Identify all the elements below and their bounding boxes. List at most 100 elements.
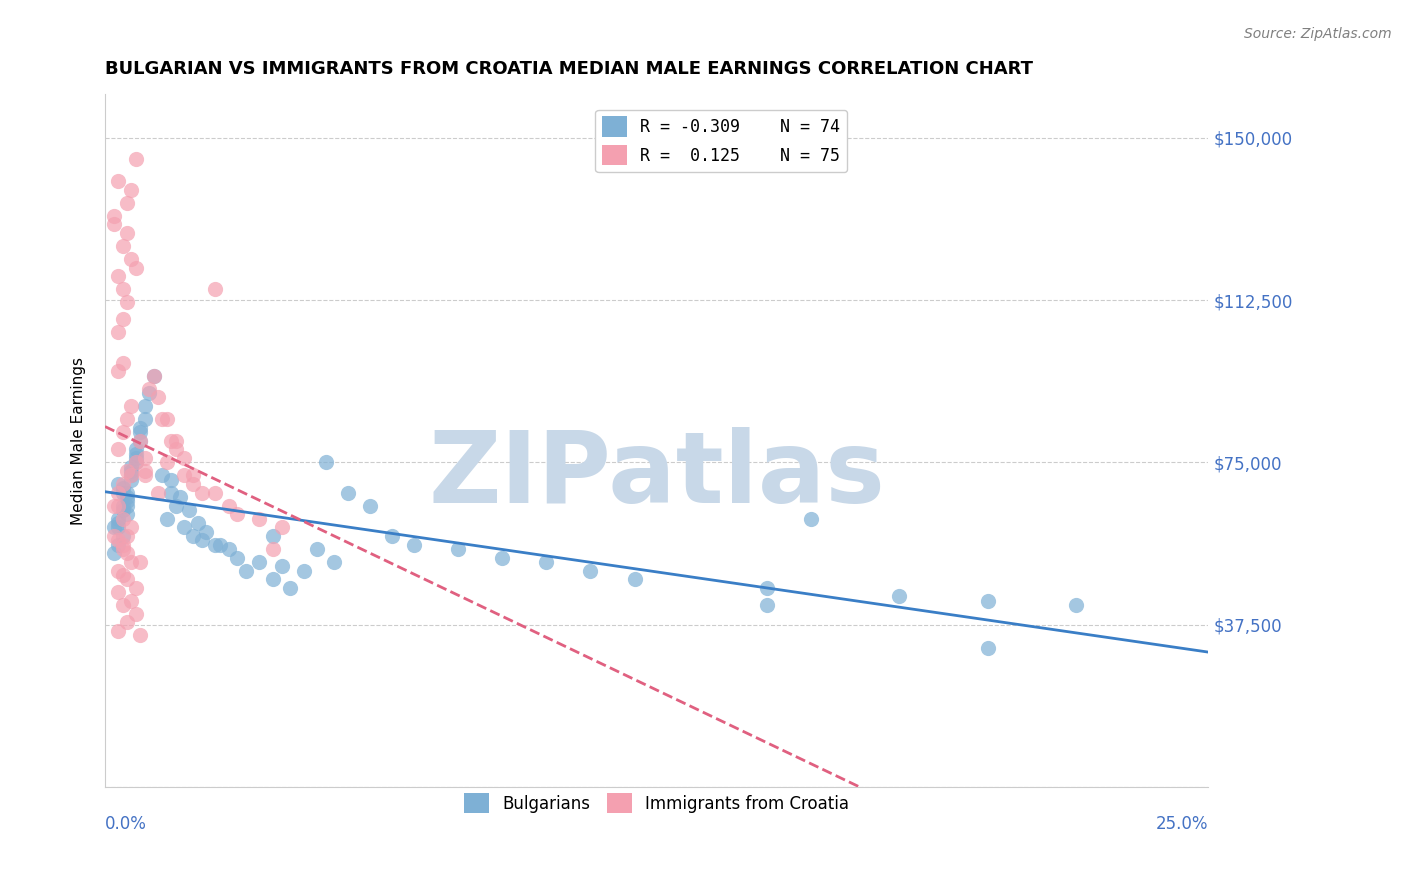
Point [107, 326, 129, 340]
Y-axis label: Median Male Earnings: Median Male Earnings [72, 357, 86, 524]
Point [218, 541, 240, 556]
Point [181, 477, 204, 491]
Point [115, 529, 138, 543]
Point [115, 546, 138, 560]
Point [134, 468, 156, 483]
Point [111, 537, 134, 551]
Point [121, 252, 143, 266]
Point [111, 481, 134, 495]
Point [323, 555, 346, 569]
Point [156, 455, 179, 469]
Point [146, 391, 169, 405]
Point [623, 572, 645, 586]
Point [115, 499, 138, 513]
Point [111, 567, 134, 582]
Point [103, 499, 125, 513]
Point [160, 485, 183, 500]
Point [129, 555, 152, 569]
Point [125, 607, 148, 621]
Point [270, 559, 292, 574]
Point [134, 464, 156, 478]
Point [315, 455, 337, 469]
Point [146, 485, 169, 500]
Text: Source: ZipAtlas.com: Source: ZipAtlas.com [1244, 27, 1392, 41]
Point [125, 455, 148, 469]
Point [800, 511, 823, 525]
Point [107, 485, 129, 500]
Point [402, 537, 425, 551]
Legend: Bulgarians, Immigrants from Croatia: Bulgarians, Immigrants from Croatia [457, 787, 856, 820]
Point [208, 537, 231, 551]
Text: 0.0%: 0.0% [105, 814, 146, 832]
Point [191, 533, 214, 548]
Point [262, 572, 284, 586]
Point [976, 594, 998, 608]
Point [173, 520, 195, 534]
Point [107, 516, 129, 530]
Point [756, 598, 779, 612]
Point [111, 239, 134, 253]
Point [103, 520, 125, 534]
Point [173, 468, 195, 483]
Point [150, 468, 173, 483]
Point [292, 564, 315, 578]
Point [107, 585, 129, 599]
Point [1064, 598, 1087, 612]
Point [107, 477, 129, 491]
Point [111, 511, 134, 525]
Point [115, 494, 138, 508]
Point [381, 529, 404, 543]
Point [111, 477, 134, 491]
Point [889, 590, 911, 604]
Point [134, 450, 156, 465]
Point [125, 447, 148, 461]
Point [107, 537, 129, 551]
Point [173, 450, 195, 465]
Point [359, 499, 381, 513]
Point [142, 368, 165, 383]
Point [129, 434, 152, 448]
Point [226, 508, 249, 522]
Point [111, 499, 134, 513]
Point [115, 615, 138, 630]
Point [111, 541, 134, 556]
Point [115, 572, 138, 586]
Point [177, 503, 200, 517]
Point [756, 581, 779, 595]
Point [115, 508, 138, 522]
Point [107, 499, 129, 513]
Point [204, 282, 226, 296]
Point [579, 564, 602, 578]
Point [218, 499, 240, 513]
Point [125, 442, 148, 457]
Point [165, 499, 187, 513]
Point [125, 153, 148, 167]
Point [107, 364, 129, 378]
Point [103, 529, 125, 543]
Point [115, 412, 138, 426]
Point [165, 442, 187, 457]
Point [111, 425, 134, 439]
Point [336, 485, 359, 500]
Point [204, 485, 226, 500]
Point [125, 581, 148, 595]
Text: 25.0%: 25.0% [1156, 814, 1208, 832]
Point [111, 598, 134, 612]
Point [121, 464, 143, 478]
Text: BULGARIAN VS IMMIGRANTS FROM CROATIA MEDIAN MALE EARNINGS CORRELATION CHART: BULGARIAN VS IMMIGRANTS FROM CROATIA MED… [105, 60, 1033, 78]
Point [138, 382, 160, 396]
Point [121, 555, 143, 569]
Point [125, 450, 148, 465]
Point [262, 541, 284, 556]
Point [181, 529, 204, 543]
Point [181, 468, 204, 483]
Point [976, 641, 998, 656]
Point [115, 226, 138, 240]
Point [111, 282, 134, 296]
Point [121, 459, 143, 474]
Point [121, 468, 143, 483]
Point [150, 412, 173, 426]
Point [169, 490, 191, 504]
Point [491, 550, 513, 565]
Point [270, 520, 292, 534]
